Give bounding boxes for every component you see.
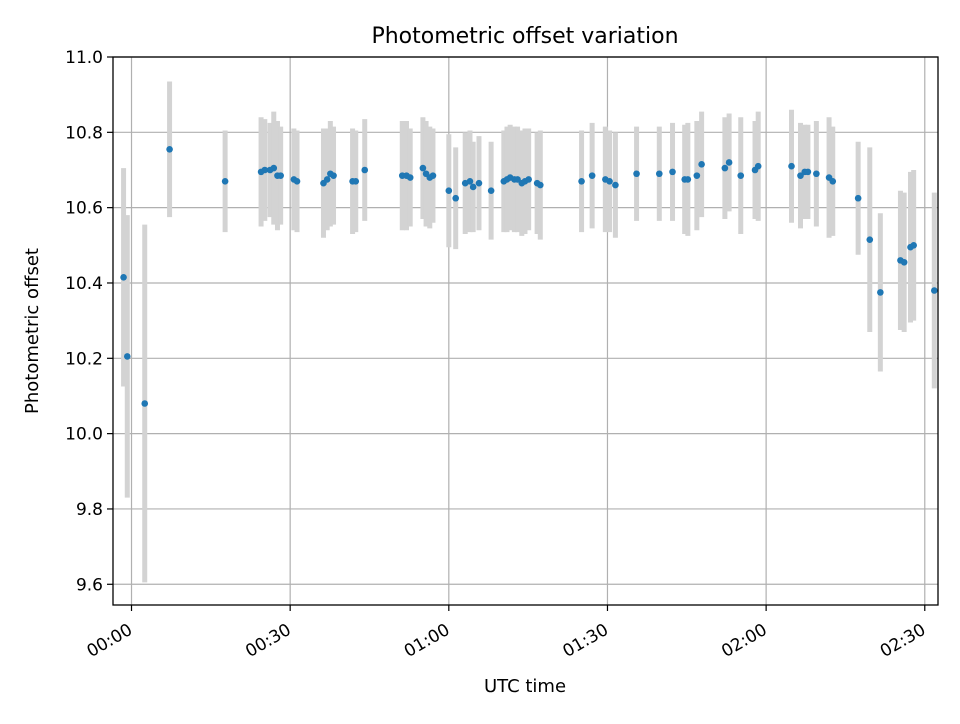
data-point: [737, 172, 745, 179]
y-tick-label: 10.2: [65, 349, 103, 369]
data-point: [270, 164, 278, 172]
data-point: [261, 166, 269, 174]
data-point: [429, 172, 437, 179]
data-point: [361, 166, 369, 174]
data-point: [352, 177, 360, 185]
data-point: [866, 236, 874, 243]
data-point: [221, 177, 229, 185]
data-point: [323, 176, 331, 183]
data-point: [588, 172, 596, 179]
y-tick-label: 10.8: [65, 123, 103, 143]
data-point: [475, 179, 483, 187]
x-tick-label: 02:00: [718, 620, 770, 662]
data-point: [120, 274, 127, 281]
data-point: [578, 177, 585, 185]
data-point: [330, 172, 337, 179]
data-point: [406, 174, 414, 181]
data-points: [120, 145, 938, 407]
data-point: [166, 145, 173, 153]
data-point: [277, 172, 284, 179]
data-point: [606, 177, 613, 185]
data-point: [754, 162, 762, 170]
data-point: [466, 177, 474, 185]
data-point: [452, 194, 459, 202]
data-point: [930, 287, 938, 294]
data-point: [612, 181, 619, 189]
data-point: [788, 162, 795, 170]
data-point: [419, 164, 427, 172]
y-tick-label: 11.0: [65, 48, 103, 68]
data-point: [537, 181, 544, 189]
data-point: [487, 187, 495, 195]
data-point: [693, 172, 701, 179]
x-tick-label: 02:30: [877, 620, 929, 662]
data-point: [669, 168, 676, 176]
data-point: [797, 172, 804, 179]
chart-title: Photometric offset variation: [371, 24, 678, 49]
data-point: [725, 159, 733, 166]
y-axis-ticks: 9.6 9.8 10.0 10.2 10.4 10.6 10.8 11.0: [65, 48, 113, 595]
data-point: [123, 353, 131, 360]
x-axis-label: UTC time: [484, 676, 566, 697]
data-point: [721, 164, 729, 172]
y-tick-label: 10.6: [65, 199, 103, 219]
data-point: [910, 242, 917, 249]
data-point: [293, 177, 301, 185]
data-point: [698, 161, 705, 168]
data-point: [445, 187, 453, 195]
y-tick-label: 9.6: [76, 575, 103, 595]
data-point: [854, 194, 862, 202]
data-point: [829, 177, 837, 185]
data-point: [877, 289, 884, 296]
data-point: [900, 258, 908, 266]
data-point: [684, 176, 692, 183]
data-point: [633, 170, 640, 178]
data-point: [813, 170, 820, 178]
x-axis-ticks: 00:00 00:30 01:00 01:30 02:00 02:30: [84, 605, 929, 662]
y-tick-label: 10.0: [65, 425, 103, 445]
error-bars: [121, 81, 937, 583]
x-tick-label: 00:00: [84, 620, 136, 662]
data-point: [655, 170, 663, 178]
data-point: [525, 176, 532, 183]
y-axis-label: Photometric offset: [22, 248, 43, 414]
data-point: [514, 176, 521, 183]
y-tick-label: 10.4: [65, 274, 103, 294]
data-point: [141, 400, 149, 407]
x-tick-label: 00:30: [242, 620, 294, 662]
data-point: [469, 183, 477, 191]
y-tick-label: 9.8: [76, 500, 103, 520]
x-tick-label: 01:00: [401, 620, 453, 662]
plot-frame: [112, 56, 939, 606]
data-point: [804, 168, 812, 176]
x-tick-label: 01:30: [560, 620, 612, 662]
